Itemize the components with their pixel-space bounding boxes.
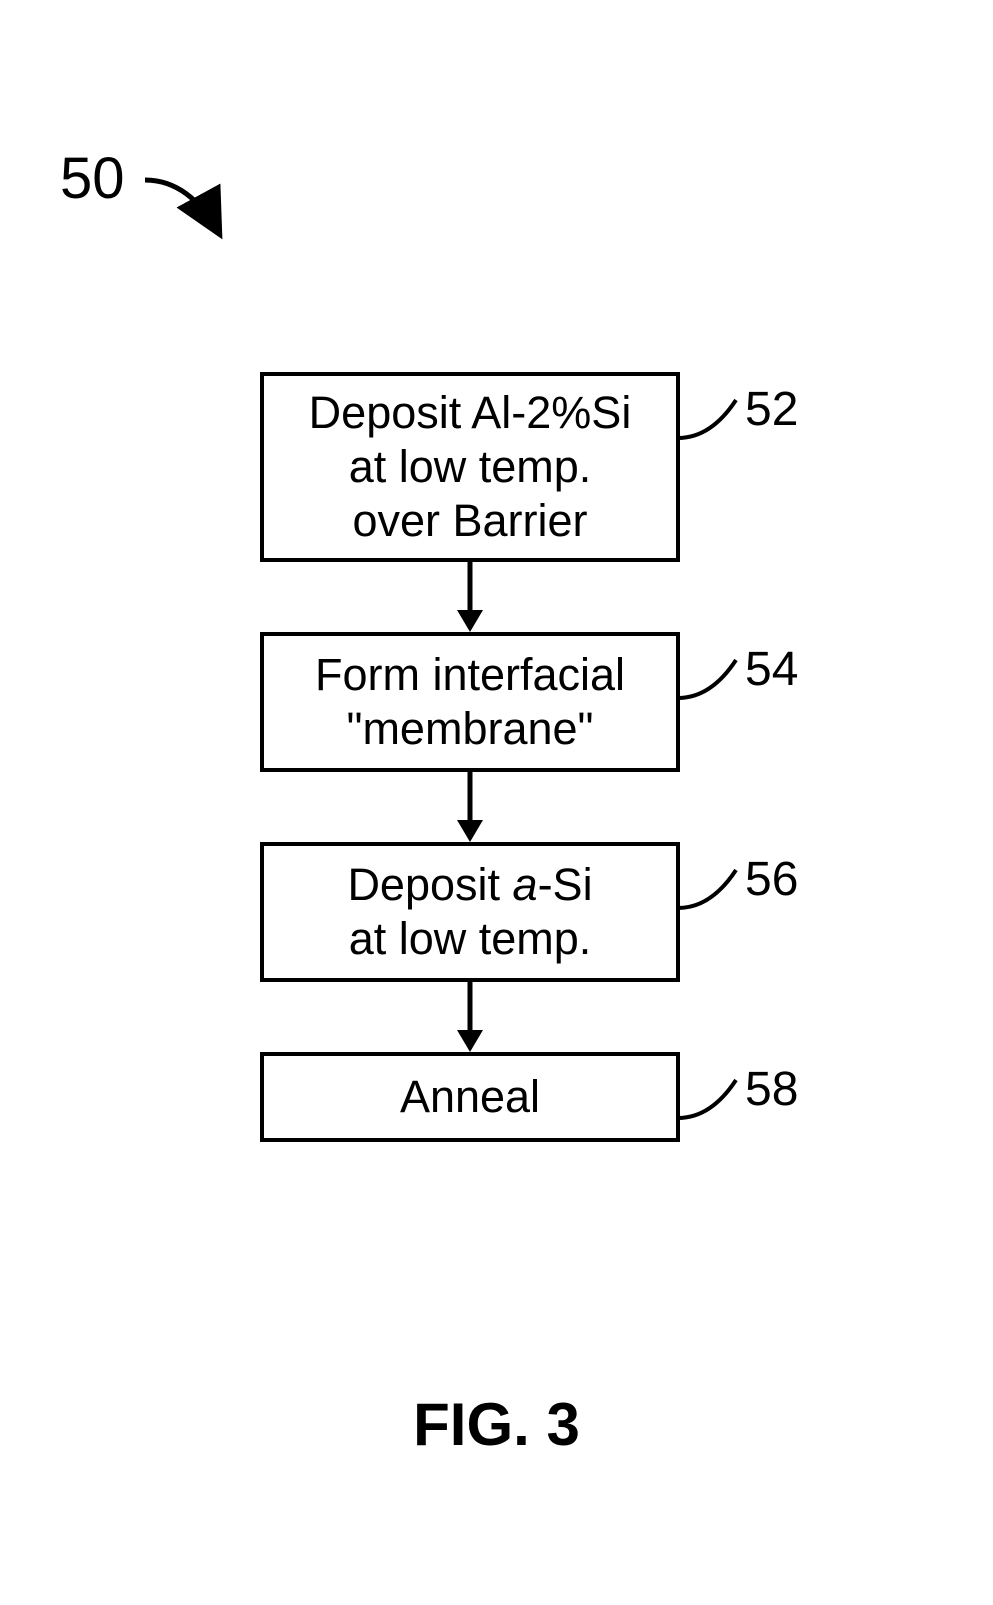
step-text: at low temp. bbox=[284, 440, 656, 494]
step-reference-numeral: 54 bbox=[745, 642, 798, 697]
flowchart-step: Form interfacial"membrane" bbox=[260, 632, 680, 772]
step-text: "membrane" bbox=[284, 702, 656, 756]
step-text: at low temp. bbox=[284, 912, 656, 966]
step-reference-numeral: 52 bbox=[745, 382, 798, 437]
leader-line-icon bbox=[676, 650, 746, 710]
arrow-down-icon bbox=[260, 982, 680, 1052]
leader-line-icon bbox=[676, 860, 746, 920]
figure-caption: FIG. 3 bbox=[0, 1390, 993, 1459]
step-text: Anneal bbox=[284, 1070, 656, 1124]
flowchart-step: Anneal bbox=[260, 1052, 680, 1142]
reference-arrow-icon bbox=[135, 165, 245, 275]
arrow-down-icon bbox=[260, 562, 680, 632]
arrow-down-icon bbox=[260, 772, 680, 842]
flowchart-step: Deposit Al-2%Siat low temp.over Barrier bbox=[260, 372, 680, 562]
flowchart-step: Deposit a-Siat low temp. bbox=[260, 842, 680, 982]
step-text: Form interfacial bbox=[284, 648, 656, 702]
diagram-canvas: 50 Deposit Al-2%Siat low temp.over Barri… bbox=[0, 0, 993, 1605]
leader-line-icon bbox=[676, 390, 746, 450]
step-reference-numeral: 58 bbox=[745, 1062, 798, 1117]
step-text: Deposit Al-2%Si bbox=[284, 386, 656, 440]
step-text: Deposit a-Si bbox=[284, 858, 656, 912]
reference-numeral: 50 bbox=[60, 145, 125, 212]
step-text: over Barrier bbox=[284, 494, 656, 548]
leader-line-icon bbox=[676, 1070, 746, 1130]
flowchart: Deposit Al-2%Siat low temp.over Barrier5… bbox=[230, 372, 830, 1142]
step-reference-numeral: 56 bbox=[745, 852, 798, 907]
